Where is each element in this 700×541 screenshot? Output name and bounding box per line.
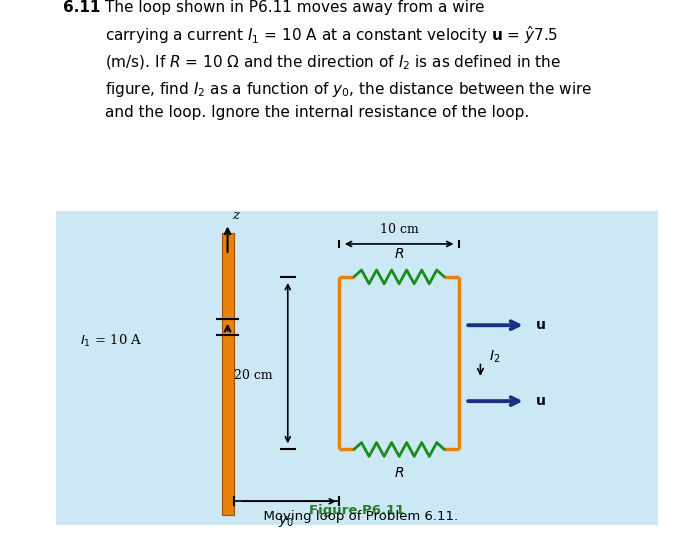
Text: Figure P6.11: Figure P6.11 — [309, 504, 405, 517]
Text: $I_2$: $I_2$ — [489, 349, 500, 365]
Text: z: z — [232, 209, 239, 222]
Text: $R$: $R$ — [394, 466, 405, 480]
Bar — [221, 233, 234, 516]
Text: 20 cm: 20 cm — [234, 369, 273, 382]
Text: Moving loop of Problem 6.11.: Moving loop of Problem 6.11. — [256, 510, 458, 523]
Text: $R$: $R$ — [394, 247, 405, 261]
Text: 6.11: 6.11 — [63, 0, 100, 15]
Text: $\mathbf{u}$: $\mathbf{u}$ — [535, 394, 545, 408]
Text: $I_1$ = 10 A: $I_1$ = 10 A — [80, 333, 143, 349]
Text: $\mathbf{u}$: $\mathbf{u}$ — [535, 318, 545, 332]
Text: The loop shown in P6.11 moves away from a wire
carrying a current $I_1$ = 10 A a: The loop shown in P6.11 moves away from … — [105, 0, 592, 121]
Text: 10 cm: 10 cm — [380, 223, 419, 236]
Text: $y_0$: $y_0$ — [278, 514, 294, 529]
